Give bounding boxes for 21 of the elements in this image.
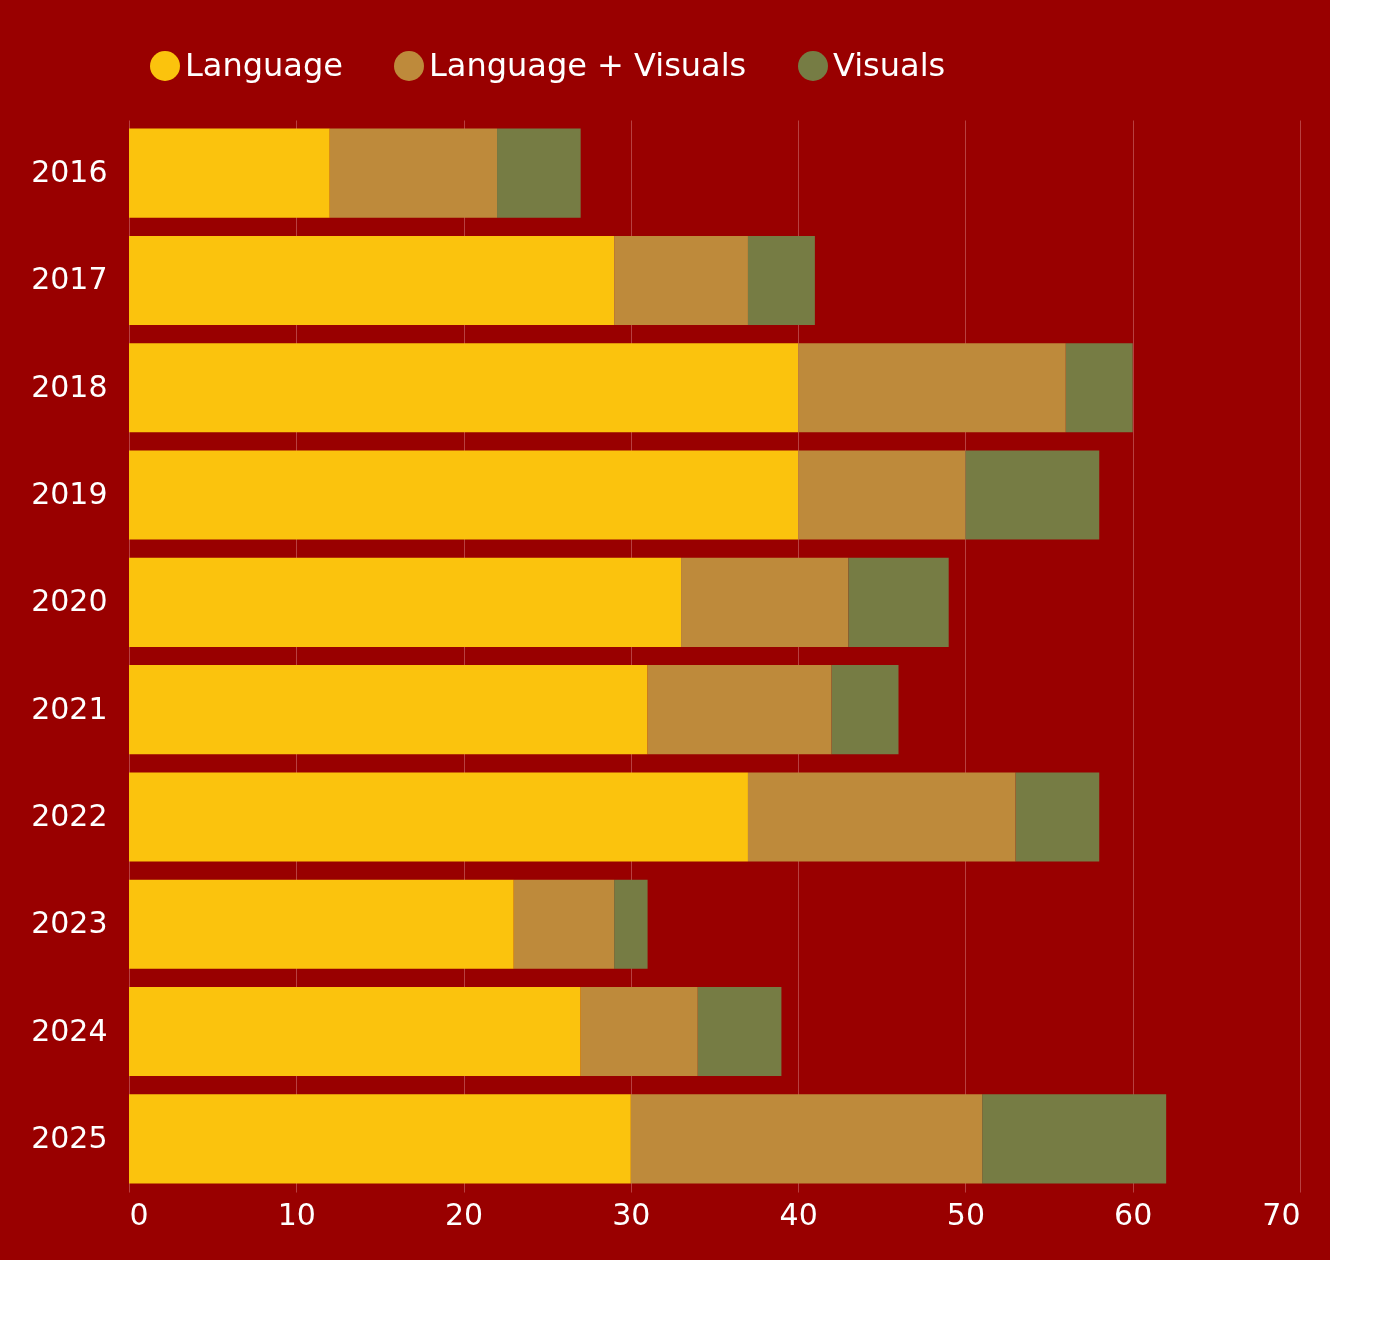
y-tick-label: 2022 <box>31 797 108 833</box>
x-tick-label: 20 <box>444 1196 484 1232</box>
y-tick-label: 2019 <box>31 476 108 512</box>
y-tick-label: 2024 <box>31 1012 108 1048</box>
y-tick-label: 2023 <box>31 905 108 941</box>
legend-label: Language <box>185 46 343 84</box>
y-tick-label: 2016 <box>31 154 108 190</box>
y-tick-label: 2018 <box>31 368 108 404</box>
y-tick-label: 2025 <box>31 1119 108 1155</box>
legend-label: Language + Visuals <box>429 46 747 84</box>
x-tick-label: 60 <box>1114 1196 1153 1232</box>
x-tick-label: 0 <box>129 1196 149 1232</box>
x-tick-label: 30 <box>612 1196 651 1232</box>
y-tick-label: 2021 <box>31 690 108 726</box>
x-tick-label: 40 <box>779 1196 818 1232</box>
x-tick-label: 10 <box>277 1196 316 1232</box>
x-tick-label: 50 <box>946 1196 986 1232</box>
legend-label: Visuals <box>833 46 946 84</box>
y-tick-label: 2020 <box>31 583 108 619</box>
y-tick-label: 2017 <box>31 261 108 297</box>
x-tick-label: 70 <box>1262 1196 1301 1232</box>
